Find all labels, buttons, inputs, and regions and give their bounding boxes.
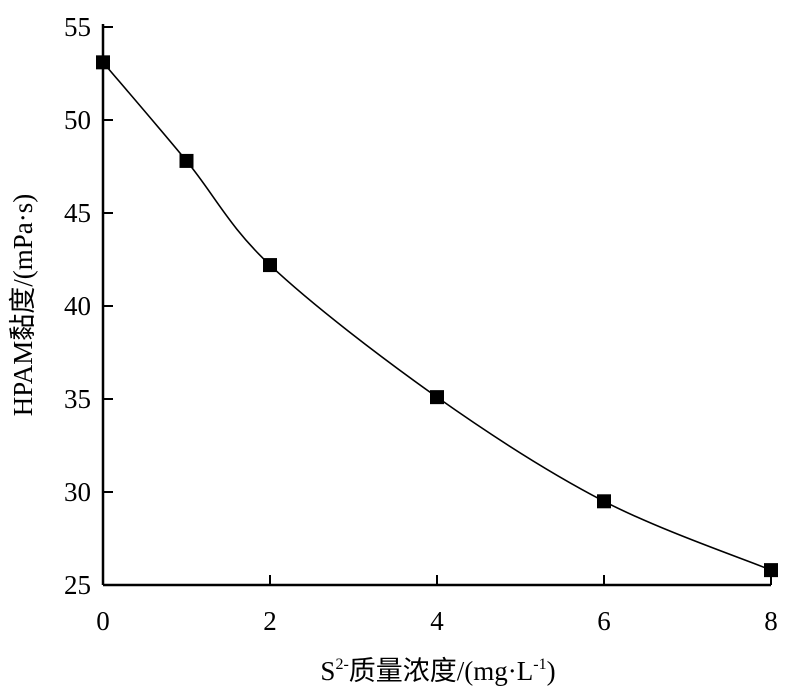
data-point bbox=[96, 55, 110, 70]
fit-curve bbox=[102, 61, 772, 571]
y-axis-title: HPAM黏度/(mPa·s) bbox=[8, 194, 38, 417]
y-tick-label: 35 bbox=[64, 384, 91, 414]
x-tick-label: 8 bbox=[764, 606, 778, 636]
data-points bbox=[96, 55, 778, 578]
y-tick-label: 55 bbox=[64, 12, 91, 42]
data-point bbox=[263, 258, 277, 273]
x-tick-label: 6 bbox=[597, 606, 611, 636]
x-tick-label: 0 bbox=[96, 606, 110, 636]
x-axis-title: S2-质量浓度/(mg·L-1) bbox=[320, 656, 555, 686]
y-tick-label: 45 bbox=[64, 198, 91, 228]
data-point bbox=[430, 390, 444, 405]
data-point bbox=[597, 494, 611, 509]
data-point bbox=[764, 563, 778, 578]
y-tick-label: 25 bbox=[64, 570, 91, 600]
y-tick-label: 40 bbox=[64, 291, 91, 321]
axes bbox=[101, 24, 771, 587]
x-tick-label: 2 bbox=[263, 606, 277, 636]
y-tick-label: 30 bbox=[64, 477, 91, 507]
data-point bbox=[179, 153, 194, 168]
ticks: 0 2 4 6 8 25 30 35 40 45 50 55 bbox=[64, 12, 778, 636]
x-tick-label: 4 bbox=[430, 606, 444, 636]
y-tick-label: 50 bbox=[64, 105, 91, 135]
